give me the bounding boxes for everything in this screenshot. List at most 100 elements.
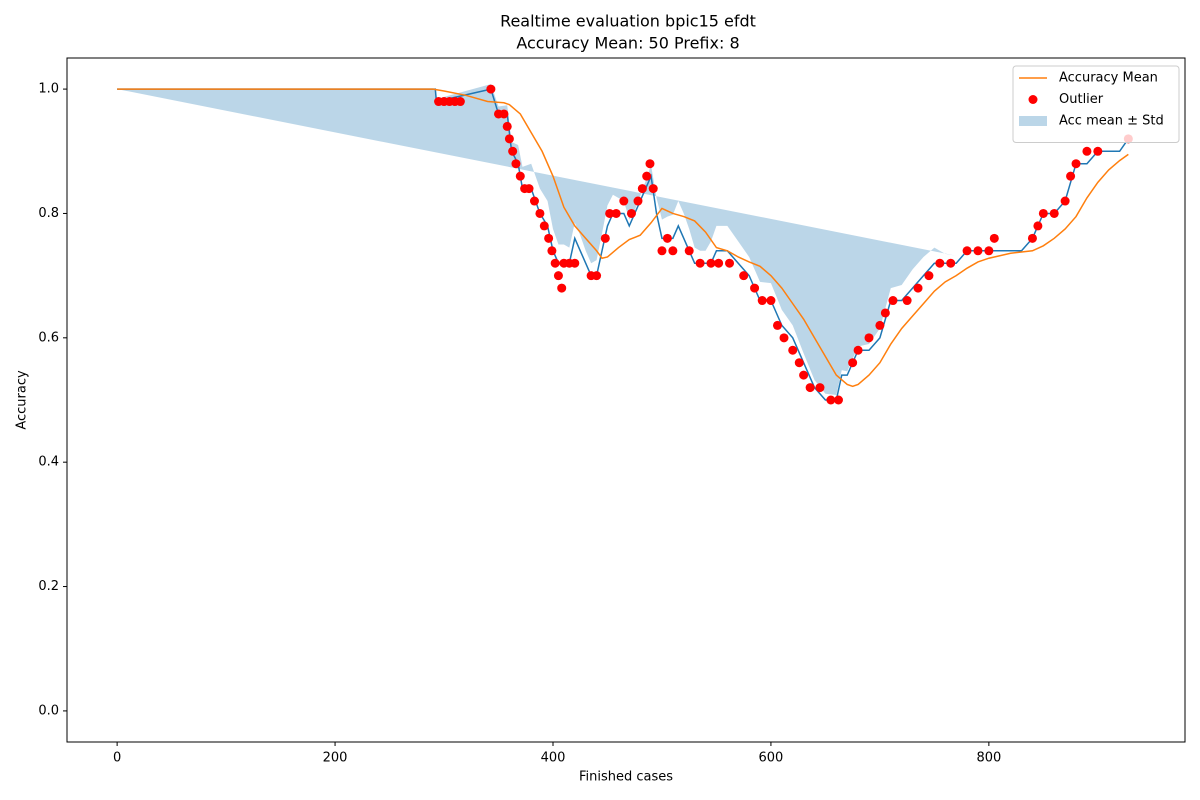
outlier-point (946, 258, 956, 268)
y-tick-label: 0.0 (38, 703, 59, 718)
outlier-point (570, 258, 580, 268)
outlier-point (605, 208, 615, 218)
outlier-point (637, 184, 647, 194)
outlier-point (875, 320, 885, 330)
outlier-point (553, 271, 563, 281)
outlier-point (725, 258, 735, 268)
x-tick-label: 0 (113, 751, 121, 766)
outlier-point (504, 134, 514, 144)
outlier-point (833, 395, 843, 405)
outlier-point (864, 333, 874, 343)
outlier-point (645, 159, 655, 169)
y-tick-label: 1.0 (38, 82, 59, 97)
outlier-point (544, 233, 554, 243)
y-tick-label: 0.2 (38, 579, 59, 594)
outlier-point (935, 258, 945, 268)
legend-box (1012, 65, 1180, 143)
outlier-point (794, 358, 804, 368)
outlier-point (989, 233, 999, 243)
line (117, 88, 1129, 388)
outlier-point (642, 171, 652, 181)
outlier-point (668, 246, 678, 256)
std-band (117, 84, 957, 396)
chart-title: Realtime evaluation bpic15 efdt (500, 12, 756, 31)
outlier-point (788, 345, 798, 355)
outlier-point (547, 246, 557, 256)
outlier-point (706, 258, 716, 268)
legend-label: Accuracy Mean (1059, 71, 1158, 86)
outlier-point (529, 196, 539, 206)
outlier-point (524, 184, 534, 194)
legend-swatch (1019, 116, 1047, 126)
outlier-point (1049, 208, 1059, 218)
x-tick-label: 400 (541, 751, 566, 766)
outlier-point (633, 196, 643, 206)
x-tick-label: 800 (976, 751, 1001, 766)
x-tick-label: 200 (323, 751, 348, 766)
y-tick-label: 0.8 (38, 206, 59, 221)
outlier-point (550, 258, 560, 268)
outlier-point (662, 233, 672, 243)
outlier-point (924, 271, 934, 281)
outlier-point (511, 159, 521, 169)
y-tick-label: 0.4 (38, 455, 59, 470)
outlier-point (772, 320, 782, 330)
x-tick-label: 600 (759, 751, 784, 766)
outlier-point (455, 97, 465, 107)
outlier-point (757, 296, 767, 306)
outlier-point (880, 308, 890, 318)
outlier-point (1071, 159, 1081, 169)
x-axis-label: Finished cases (579, 770, 673, 785)
outlier-point (648, 184, 658, 194)
outlier-point (539, 221, 549, 231)
outlier-point (902, 296, 912, 306)
axes-frame (66, 57, 1186, 743)
outlier-point (1038, 208, 1048, 218)
chart-subtitle: Accuracy Mean: 50 Prefix: 8 (516, 34, 739, 53)
outlier-point (799, 370, 809, 380)
outlier-point (779, 333, 789, 343)
outlier-point (1093, 146, 1103, 156)
outlier-point (984, 246, 994, 256)
y-axis-label: Accuracy (15, 370, 30, 430)
outlier-point (1066, 171, 1076, 181)
legend-label: Outlier (1059, 92, 1104, 107)
legend-swatch (1028, 95, 1038, 104)
outlier-point (1027, 233, 1037, 243)
outlier-point (502, 121, 512, 131)
outlier-point (739, 271, 749, 281)
outlier-point (557, 283, 567, 293)
outlier-point (695, 258, 705, 268)
outlier-point (684, 246, 694, 256)
outlier-point (805, 383, 815, 393)
outlier-point (766, 296, 776, 306)
outlier-point (714, 258, 724, 268)
outlier-point (913, 283, 923, 293)
outlier-point (888, 296, 898, 306)
outlier-point (592, 271, 602, 281)
outlier-point (657, 246, 667, 256)
outlier-point (611, 208, 621, 218)
outlier-point (486, 84, 496, 94)
outlier-point (853, 345, 863, 355)
plot-area (117, 84, 1133, 405)
outlier-point (535, 208, 545, 218)
outlier-point (1060, 196, 1070, 206)
y-tick-label: 0.6 (38, 330, 59, 345)
outlier-point (973, 246, 983, 256)
outlier-point (515, 171, 525, 181)
outlier-point (508, 146, 518, 156)
outlier-point (962, 246, 972, 256)
outlier-point (600, 233, 610, 243)
outlier-point (499, 109, 509, 119)
legend-label: Acc mean ± Std (1059, 114, 1164, 129)
outlier-point (1082, 146, 1092, 156)
outlier-point (750, 283, 760, 293)
outlier-point (619, 196, 629, 206)
outlier-point (815, 383, 825, 393)
outlier-point (826, 395, 836, 405)
outlier-point (626, 208, 636, 218)
outlier-point (848, 358, 858, 368)
